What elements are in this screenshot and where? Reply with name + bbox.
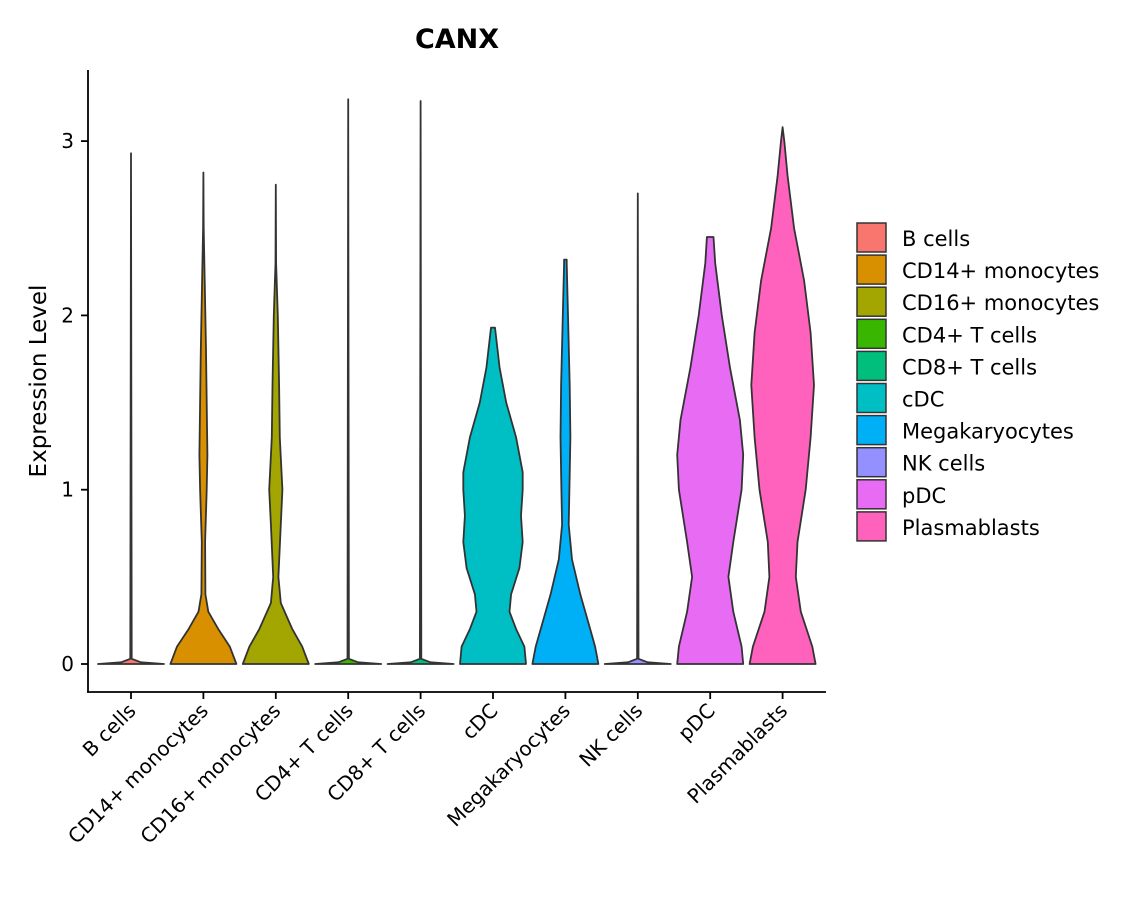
y-axis-label: Expression Level (26, 285, 52, 478)
legend-key (856, 479, 887, 510)
legend-label: CD8+ T cells (902, 355, 1037, 379)
x-tick-label: cDC (457, 699, 503, 745)
violins (97, 98, 817, 665)
violin-5 (459, 326, 527, 665)
legend-label: Megakaryocytes (902, 420, 1074, 444)
y-tick-label: 3 (61, 129, 74, 153)
legend-key (856, 286, 887, 317)
x-tick-label: pDC (673, 699, 720, 746)
violin-3 (314, 98, 383, 665)
legend-label: CD14+ monocytes (902, 259, 1099, 283)
violin-0 (97, 152, 165, 665)
legend-key (856, 446, 887, 478)
legend-key (856, 382, 887, 414)
legend-label: CD4+ T cells (902, 323, 1037, 347)
legend-label: CD16+ monocytes (902, 291, 1099, 315)
violin-2 (241, 183, 310, 665)
violin-8 (676, 236, 745, 665)
violin-9 (748, 126, 817, 665)
x-tick-label: CD14+ monocytes (63, 699, 213, 849)
legend-label: B cells (902, 227, 970, 251)
legend-label: cDC (902, 388, 944, 412)
legend-key (856, 350, 887, 382)
legend-key (856, 511, 887, 542)
violin-6 (531, 258, 600, 665)
legend-label: pDC (902, 484, 946, 508)
violin-4 (386, 100, 455, 665)
x-tick-label: Megakaryocytes (442, 699, 575, 832)
y-tick-label: 1 (61, 478, 74, 502)
chart-title: CANX (415, 24, 499, 55)
violin-7 (603, 192, 672, 665)
y-tick-label: 2 (61, 303, 74, 327)
legend-key (856, 254, 887, 285)
legend-label: NK cells (902, 452, 985, 476)
x-tick-label: B cells (78, 699, 141, 762)
legend: B cells CD14+ monocytes CD16+ monocytes CD4… (856, 222, 1099, 542)
x-tick-label: CD16+ monocytes (135, 699, 285, 849)
legend-key (856, 222, 887, 253)
y-tick-label: 0 (61, 652, 74, 676)
legend-key (856, 318, 887, 350)
legend-key (856, 414, 887, 446)
violin-1 (169, 171, 238, 665)
legend-label: Plasmablasts (902, 516, 1040, 540)
x-tick-label: NK cells (574, 699, 647, 772)
